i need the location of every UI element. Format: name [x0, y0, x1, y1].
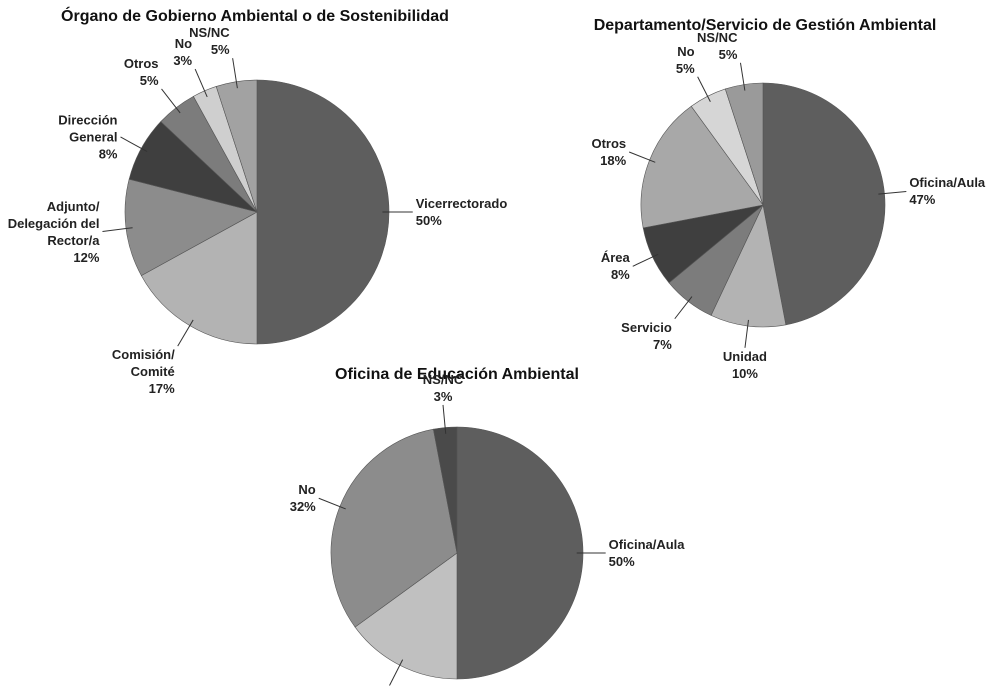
value-label: 10%	[731, 365, 758, 381]
value-label: 8%	[98, 146, 118, 162]
value-label: 3%	[433, 388, 453, 404]
chart-title: Órgano de Gobierno Ambiental o de Sosten…	[61, 8, 449, 25]
data-label: Unidad 10%	[723, 348, 767, 382]
category-label: Otros	[591, 136, 627, 151]
category-label: NS/NC	[189, 25, 230, 41]
value-label: 5%	[718, 46, 738, 62]
data-label: No 3%	[173, 35, 192, 69]
category-label: Comisión/ Comité	[111, 347, 175, 380]
category-label: Dirección General	[58, 112, 118, 145]
category-label: Adjunto/ Delegación del Rector/a	[7, 198, 100, 248]
leader-line	[697, 76, 711, 102]
leader-line	[739, 62, 746, 91]
data-label: Área 8%	[601, 249, 630, 283]
value-label: 12%	[73, 249, 100, 265]
data-label: No 32%	[290, 481, 316, 515]
data-label: Servicio 7%	[621, 319, 672, 353]
category-label: Otros	[352, 685, 387, 689]
data-label: Oficina/Aula 50%	[609, 536, 685, 570]
data-label: Dirección General 8%	[58, 111, 117, 162]
value-label: 18%	[600, 153, 627, 168]
value-label: 5%	[675, 60, 695, 76]
category-label: Servicio	[621, 319, 672, 335]
leader-line	[878, 190, 907, 195]
leader-line	[628, 151, 656, 163]
category-label: Oficina/Aula	[608, 537, 685, 552]
value-label: 47%	[909, 192, 936, 208]
leader-line	[232, 58, 238, 89]
category-label: No	[174, 36, 193, 52]
leader-line	[120, 136, 148, 153]
category-label: Otros	[123, 55, 159, 71]
pie-slice	[256, 79, 390, 345]
value-label: 8%	[610, 267, 630, 283]
category-label: Unidad	[722, 348, 767, 364]
value-label: 32%	[289, 499, 316, 515]
data-label: NS/NC 3%	[423, 371, 463, 405]
value-label: 5%	[210, 42, 230, 58]
value-label: 50%	[415, 213, 442, 228]
leader-line	[102, 227, 133, 233]
leader-line	[194, 68, 208, 98]
value-label: 5%	[139, 72, 159, 88]
leader-line	[674, 296, 693, 320]
leader-line	[744, 319, 749, 348]
pie-slice	[762, 82, 886, 326]
value-label: 3%	[173, 53, 193, 69]
data-label: No 5%	[676, 43, 695, 77]
leader-line	[318, 497, 346, 510]
category-label: Área	[600, 250, 630, 266]
data-label: NS/NC 5%	[189, 24, 229, 58]
data-label: Otros 18%	[591, 135, 626, 169]
data-label: Vicerrectorado 50%	[416, 195, 508, 229]
category-label: Oficina/Aula	[909, 175, 986, 191]
value-label: 50%	[608, 554, 635, 569]
data-label: Otros 5%	[124, 55, 159, 89]
category-label: No	[298, 482, 316, 498]
chart-title: Oficina de Educación Ambiental	[335, 366, 579, 383]
category-label: Vicerrectorado	[415, 196, 508, 211]
leader-line	[389, 659, 404, 686]
leader-line	[161, 88, 181, 114]
leader-line	[632, 253, 659, 267]
leader-line	[177, 319, 194, 347]
data-label: NS/NC 5%	[697, 29, 737, 63]
data-label: Otros15%	[352, 685, 387, 689]
data-label: Adjunto/ Delegación del Rector/a 12%	[8, 198, 100, 266]
category-label: NS/NC	[422, 371, 464, 387]
data-label: Comisión/ Comité 17%	[112, 346, 175, 397]
data-label: Oficina/Aula 47%	[909, 174, 985, 208]
category-label: NS/NC	[697, 29, 738, 45]
value-label: 17%	[148, 381, 175, 397]
pie-slice	[456, 426, 584, 680]
value-label: 7%	[652, 336, 672, 352]
leader-line	[442, 404, 447, 434]
category-label: No	[677, 43, 695, 59]
chart-title: Departamento/Servicio de Gestión Ambient…	[593, 17, 937, 34]
